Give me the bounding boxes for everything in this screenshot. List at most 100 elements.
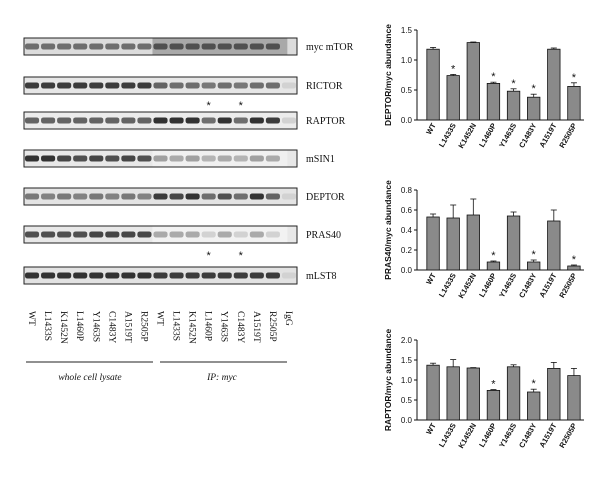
blot-band: [137, 117, 152, 124]
blot-band: [137, 82, 152, 89]
western-blot-panel: myc mTOR RICTOR RAPTOR * * mSIN1 DEPTOR PRAS40 *…: [23, 37, 354, 383]
lane-label: WT: [26, 311, 36, 326]
blot-band: [185, 155, 200, 162]
blot-band: [89, 117, 104, 124]
blot-band: [281, 117, 297, 124]
blot-band: [121, 82, 136, 89]
x-tick-label: Y1463S: [497, 122, 518, 150]
blot-band: [185, 117, 200, 124]
significance-star: *: [207, 250, 212, 262]
blot-band: [73, 155, 88, 162]
lane-label: L1460P: [74, 311, 84, 341]
bar: [466, 214, 480, 271]
blot-label: RAPTOR: [306, 116, 346, 127]
blot-band: [57, 193, 72, 200]
bar: [446, 366, 460, 421]
x-tick-label: L1433S: [437, 122, 458, 149]
blot-band: [24, 272, 40, 279]
blot-band: [41, 155, 56, 162]
x-tick-label: R2505P: [557, 272, 578, 300]
blot-band: [233, 231, 248, 238]
x-tick-label: WT: [424, 271, 438, 286]
x-tick-label: A1519T: [537, 121, 558, 149]
blot-band: [24, 43, 40, 50]
lane-label: R2505P: [138, 311, 148, 342]
significance-star: *: [572, 254, 577, 266]
blot-band: [169, 43, 184, 50]
lane-label: R2505P: [267, 311, 277, 342]
bar: [466, 367, 480, 421]
x-tick-label: A1519T: [537, 421, 558, 449]
x-tick-label: L1433S: [437, 272, 458, 299]
blot-band: [24, 231, 40, 238]
blot-band: [105, 193, 120, 200]
blot-label: DEPTOR: [306, 192, 345, 203]
bar: [466, 42, 480, 121]
y-tick-label: 0.8: [401, 186, 413, 195]
blot-band: [217, 155, 232, 162]
blot-band: [169, 82, 184, 89]
blot-band: [24, 117, 40, 124]
bar: [567, 265, 581, 271]
blot-band: [137, 193, 152, 200]
x-tick-label: L1460P: [477, 122, 498, 149]
blot-band: [105, 43, 120, 50]
blot-2: RAPTOR * *: [23, 100, 346, 130]
lane-label: L1433S: [42, 311, 52, 341]
blot-band: [169, 231, 184, 238]
x-tick-label: R2505P: [557, 122, 578, 150]
x-tick-label: WT: [424, 121, 438, 136]
blot-band: [121, 43, 136, 50]
blot-band: [73, 193, 88, 200]
blot-band: [73, 272, 88, 279]
group-label-ip: IP: myc: [206, 373, 238, 383]
x-tick-label: L1460P: [477, 272, 498, 299]
x-tick-label: K1452N: [456, 272, 478, 300]
blot-band: [217, 82, 232, 89]
blot-band: [153, 231, 168, 238]
y-axis-label: RAPTOR/myc abundance: [383, 329, 393, 432]
blot-band: [169, 193, 184, 200]
blot-band: [41, 117, 56, 124]
blot-band: [281, 272, 297, 279]
blot-band: [233, 117, 248, 124]
blot-band: [105, 231, 120, 238]
significance-star: *: [239, 250, 244, 262]
blot-band: [89, 82, 104, 89]
blot-band: [249, 231, 264, 238]
bar: [547, 367, 561, 421]
bar: [486, 261, 501, 271]
blot-band: [57, 272, 72, 279]
blot-band: [73, 231, 88, 238]
x-tick-label: Y1463S: [497, 422, 518, 450]
lane-label: Y1463S: [219, 311, 229, 342]
x-tick-label: K1452N: [456, 122, 478, 150]
significance-star: *: [511, 78, 516, 90]
blot-band: [217, 43, 232, 50]
blot-3: mSIN1: [23, 149, 335, 168]
blot-band: [265, 193, 280, 200]
lane-label: A1519T: [122, 311, 132, 343]
y-axis-label: PRAS40/myc abundance: [383, 180, 393, 280]
blot-band: [89, 43, 104, 50]
blot-band: [265, 272, 280, 279]
blot-band: [201, 117, 216, 124]
blot-band: [233, 193, 248, 200]
lane-label: K1452N: [58, 311, 68, 344]
blot-band: [41, 272, 56, 279]
bar: [567, 375, 581, 421]
blot-band: [137, 272, 152, 279]
blot-band: [137, 43, 152, 50]
blot-band: [105, 272, 120, 279]
lane-label: WT: [155, 311, 165, 326]
y-tick-label: 0.4: [401, 226, 413, 235]
blot-band: [249, 193, 264, 200]
blot-band: [217, 193, 232, 200]
blot-band: [41, 43, 56, 50]
blot-band: [41, 193, 56, 200]
blot-label: PRAS40: [306, 230, 341, 241]
y-tick-label: 1.0: [401, 56, 413, 65]
y-tick-label: 1.0: [401, 376, 413, 385]
blot-band: [153, 193, 168, 200]
